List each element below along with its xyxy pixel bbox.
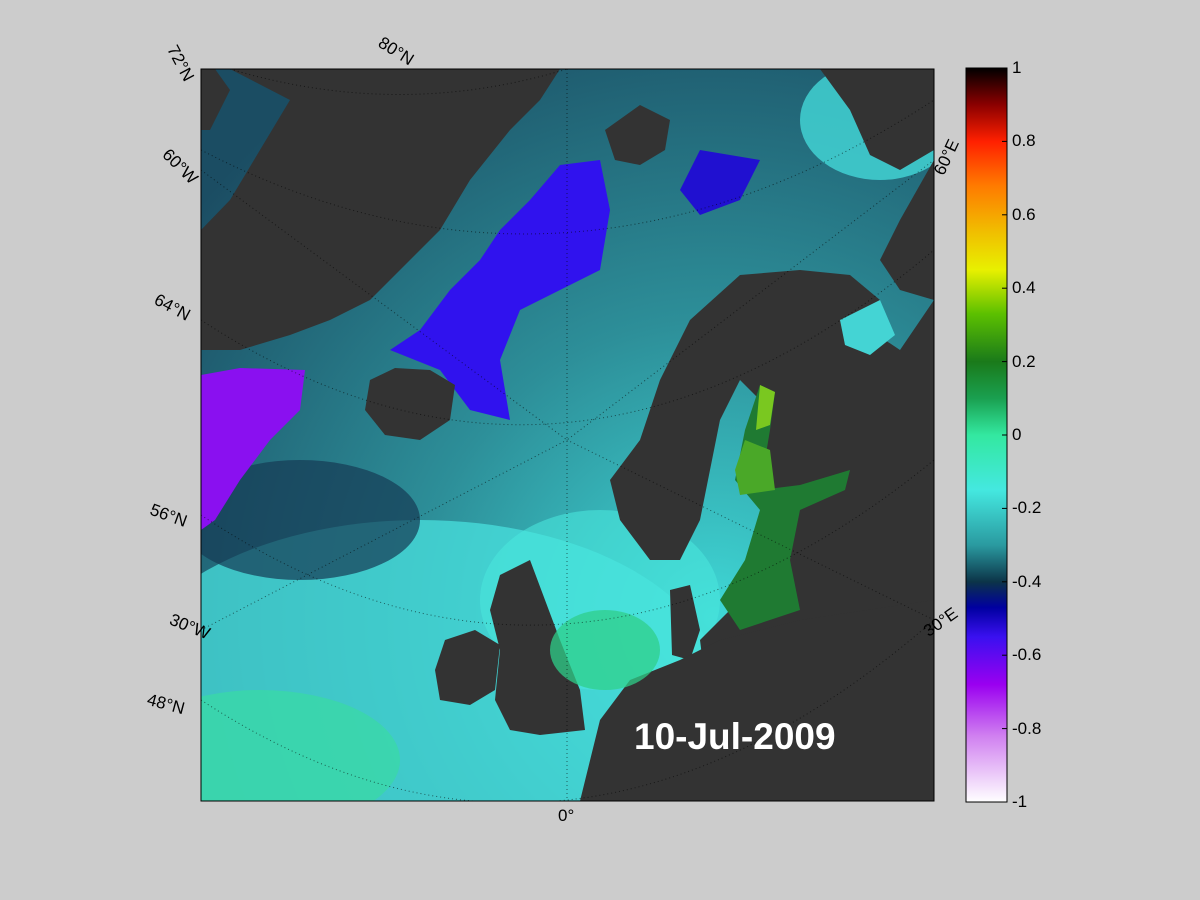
parallel-64n <box>201 249 934 426</box>
blue-anomaly-north <box>390 160 610 420</box>
svalbard-land <box>605 105 670 165</box>
colorbar-tick-label: 0 <box>1012 425 1022 444</box>
parallel-72n <box>201 99 934 235</box>
date-label: 10-Jul-2009 <box>634 716 836 757</box>
colorbar-tick-label: 0.8 <box>1012 131 1036 151</box>
gulf-of-bothnia-light <box>756 385 775 430</box>
continental-europe-land <box>580 600 934 801</box>
dark-band-west <box>201 460 420 580</box>
colorbar-tick-label: -0.8 <box>1012 718 1042 738</box>
greenland-land <box>201 69 560 350</box>
meridians-30 <box>201 439 934 631</box>
colorbar-tick-label: -0.6 <box>1012 645 1042 665</box>
colorbar-tick-label: 0.4 <box>1012 278 1036 298</box>
denmark-land <box>670 585 700 660</box>
colorbar-tick-marks <box>1002 67 1007 803</box>
parallel-48n <box>201 619 934 801</box>
east-mainland-land <box>880 160 934 300</box>
colorbar-tick-label: -0.4 <box>1012 571 1042 591</box>
novaya-zemlya-land <box>820 69 934 170</box>
colorbar-tick-label: 0.6 <box>1012 204 1036 224</box>
north-sea-green <box>550 610 660 690</box>
colorbar-tick-label: 1 <box>1012 58 1022 77</box>
graticule <box>201 69 934 801</box>
iceland-land <box>365 368 455 440</box>
map-area <box>201 69 934 801</box>
colorbar <box>965 67 1008 803</box>
blue-anomaly-east <box>680 150 760 215</box>
violet-anomaly-west <box>201 368 305 530</box>
great-britain-land <box>490 560 585 735</box>
colorbar-tick-label: -1 <box>1012 792 1028 811</box>
parallel-80n <box>229 69 568 95</box>
bothnian-sea-light <box>735 440 775 495</box>
ocean-southwest-green <box>201 690 400 801</box>
white-sea <box>840 300 895 355</box>
colorbar-tick-label: 0.2 <box>1012 351 1036 371</box>
ireland-land <box>435 630 500 705</box>
label-lon-0: 0° <box>558 806 575 825</box>
colorbar-tick-label: -0.2 <box>1012 498 1042 518</box>
